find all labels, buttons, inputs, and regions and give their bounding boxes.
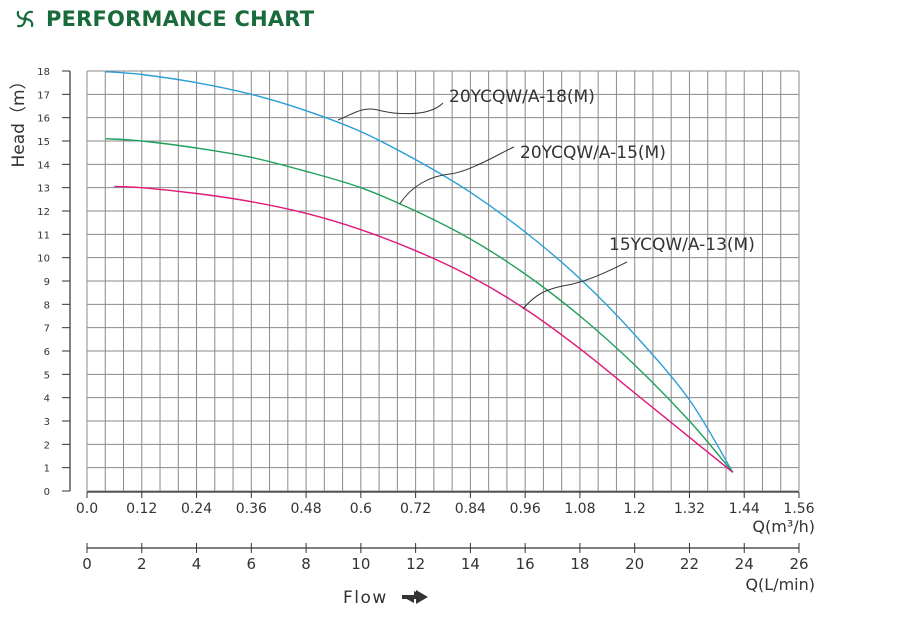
- x-tick-label: 0.36: [236, 501, 267, 517]
- y-tick-label: 18: [37, 67, 50, 78]
- x-tick-label: 1.2: [624, 501, 646, 517]
- y-tick-label: 3: [44, 417, 50, 428]
- page-title: PERFORMANCE CHART: [46, 7, 315, 31]
- x-axis-title-lmin: Q(L/min): [745, 575, 815, 594]
- y-tick-label: 5: [44, 370, 50, 381]
- y-tick-label: 0: [44, 487, 50, 498]
- x2-tick-label: 22: [680, 555, 699, 573]
- x-tick-label: 0.6: [350, 501, 372, 517]
- y-tick-label: 7: [44, 324, 50, 335]
- grid: [86, 70, 800, 492]
- y-tick-label: 17: [37, 90, 50, 101]
- x-tick-label: 0.48: [290, 501, 321, 517]
- series-line: [114, 185, 734, 473]
- x-tick-label: 1.44: [729, 501, 760, 517]
- x-tick-label: 1.32: [674, 501, 705, 517]
- x2-tick-label: 8: [301, 555, 311, 573]
- y-tick-label: 15: [37, 137, 50, 148]
- x2-tick-label: 20: [625, 555, 644, 573]
- x-tick-label: 0.72: [400, 501, 431, 517]
- x2-tick-label: 12: [406, 555, 425, 573]
- x-axis-title-m3h: Q(m³/h): [752, 517, 815, 536]
- series-label: 15YCQW/A-13(M): [609, 235, 755, 255]
- series-label: 20YCQW/A-15(M): [520, 143, 666, 163]
- series-line: [105, 137, 734, 473]
- y-tick-label: 8: [44, 300, 50, 311]
- x-tick-label: 1.08: [564, 501, 595, 517]
- flow-arrow-tip-icon: [402, 590, 428, 604]
- y-tick-label: 13: [37, 184, 50, 195]
- swirl-logo-icon: [16, 10, 34, 28]
- y-tick-label: 1: [44, 464, 50, 475]
- x2-tick-label: 2: [137, 555, 147, 573]
- y-axis-title: Head（m）: [9, 72, 29, 167]
- series-labels: 20YCQW/A-18(M) 20YCQW/A-15(M) 15YCQW/A-13(…: [337, 87, 755, 310]
- x2-tick-label: 6: [247, 555, 257, 573]
- x-tick-label: 0.96: [510, 501, 541, 517]
- y-tick-label: 16: [37, 114, 50, 125]
- x-tick-label: 0.24: [181, 501, 212, 517]
- x2-tick-label: 0: [82, 555, 92, 573]
- series-line: [105, 71, 734, 473]
- x-tick-label: 0.12: [126, 501, 157, 517]
- y-tick-label: 12: [37, 207, 50, 218]
- chart-header: PERFORMANCE CHART: [14, 4, 314, 34]
- y-tick-label: 11: [37, 230, 50, 241]
- x2-tick-label: 16: [516, 555, 535, 573]
- x2-tick-label: 18: [570, 555, 589, 573]
- x2-tick-label: 14: [461, 555, 480, 573]
- series-label-leader: [399, 146, 515, 205]
- series-label-leader: [522, 261, 628, 310]
- y-tick-label: 4: [44, 394, 50, 405]
- x2-tick-label: 4: [192, 555, 202, 573]
- series-label-leader: [337, 102, 444, 121]
- x2-tick-label: 24: [735, 555, 754, 573]
- y-tick-label: 2: [44, 440, 50, 451]
- x-tick-label: 0.0: [76, 501, 98, 517]
- y-tick-label: 6: [44, 347, 50, 358]
- series-label: 20YCQW/A-18(M): [449, 87, 595, 107]
- x-tick-label: 1.56: [783, 501, 814, 517]
- flow-label: Flow: [343, 588, 388, 608]
- y-tick-label: 9: [44, 277, 50, 288]
- x2-tick-label: 10: [351, 555, 370, 573]
- y-tick-label: 14: [37, 160, 50, 171]
- x2-tick-label: 26: [789, 555, 808, 573]
- y-tick-label: 10: [37, 254, 50, 265]
- series-lines: [105, 71, 734, 473]
- x-tick-label: 0.84: [455, 501, 486, 517]
